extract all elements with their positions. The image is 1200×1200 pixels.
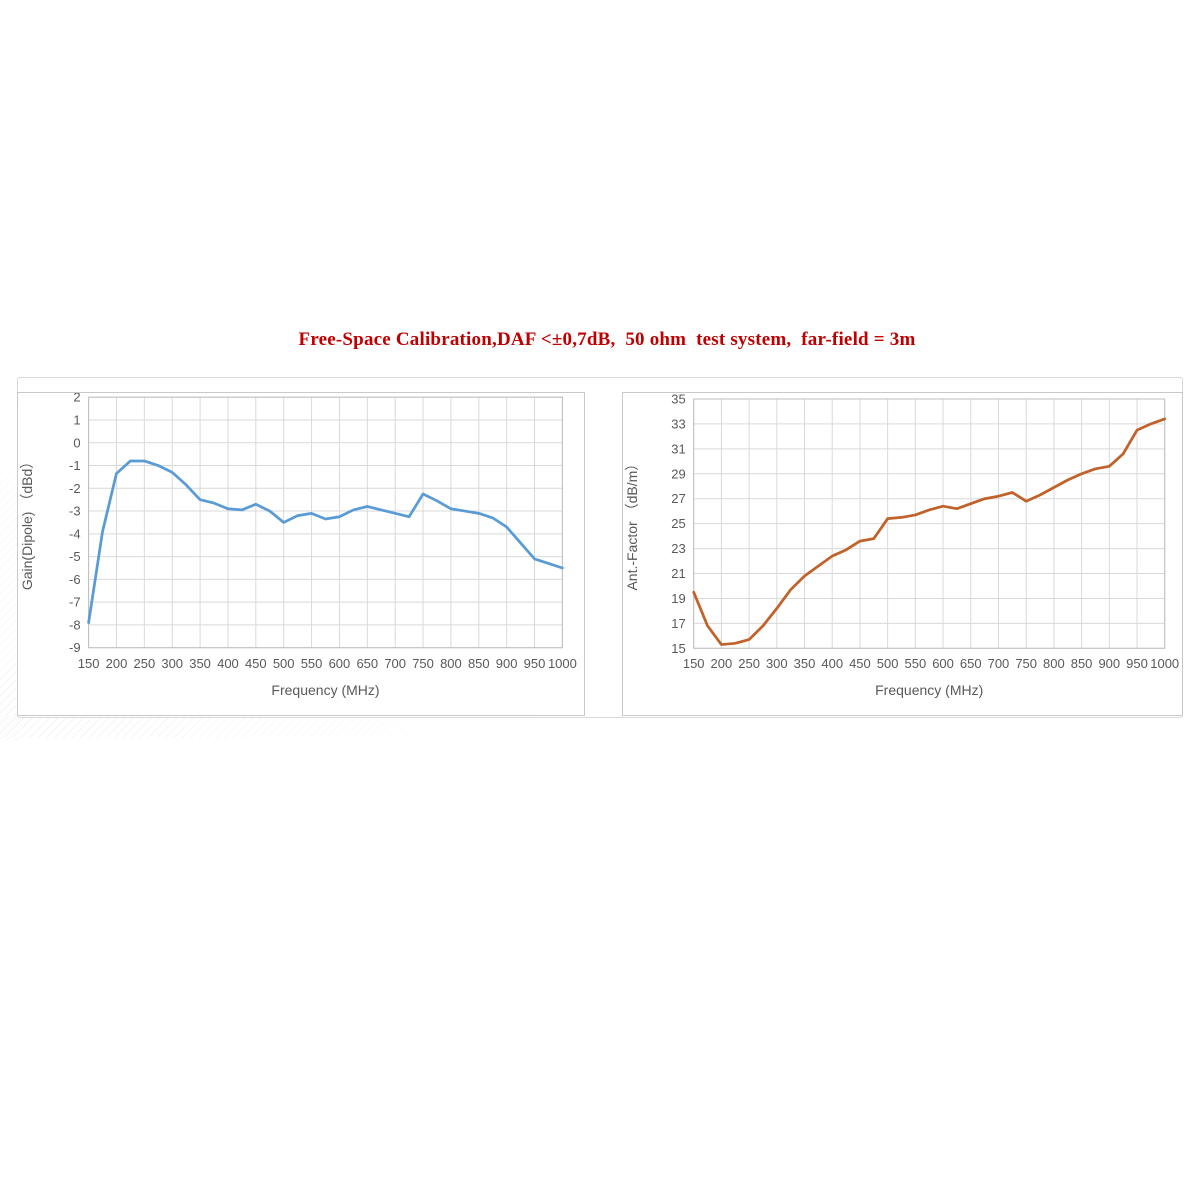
svg-text:400: 400 [217, 656, 239, 671]
svg-text:400: 400 [821, 656, 843, 671]
svg-text:21: 21 [671, 566, 685, 581]
svg-text:Gain(Dipole) （dBd）: Gain(Dipole) （dBd） [19, 455, 35, 590]
svg-text:900: 900 [1098, 656, 1120, 671]
svg-text:31: 31 [671, 441, 685, 456]
svg-text:750: 750 [1015, 656, 1037, 671]
svg-text:600: 600 [329, 656, 351, 671]
svg-text:700: 700 [988, 656, 1010, 671]
svg-text:25: 25 [671, 516, 685, 531]
svg-text:200: 200 [106, 656, 128, 671]
svg-text:19: 19 [671, 591, 685, 606]
svg-text:450: 450 [245, 656, 267, 671]
svg-text:200: 200 [711, 656, 733, 671]
svg-text:850: 850 [1071, 656, 1093, 671]
svg-text:-4: -4 [69, 526, 81, 541]
svg-text:29: 29 [671, 466, 685, 481]
svg-text:1000: 1000 [1150, 656, 1179, 671]
svg-text:950: 950 [1126, 656, 1148, 671]
svg-text:500: 500 [877, 656, 899, 671]
svg-text:-8: -8 [69, 617, 81, 632]
svg-text:Frequency (MHz): Frequency (MHz) [271, 682, 379, 698]
svg-text:Ant.-Factor （dB/m）: Ant.-Factor （dB/m） [624, 457, 640, 591]
svg-text:750: 750 [412, 656, 434, 671]
svg-text:600: 600 [932, 656, 954, 671]
svg-text:800: 800 [1043, 656, 1065, 671]
svg-text:150: 150 [78, 656, 100, 671]
svg-text:-6: -6 [69, 572, 81, 587]
svg-text:950: 950 [524, 656, 546, 671]
svg-text:2: 2 [73, 393, 80, 405]
svg-text:350: 350 [794, 656, 816, 671]
svg-text:300: 300 [766, 656, 788, 671]
svg-text:-9: -9 [69, 640, 81, 655]
svg-text:1000: 1000 [548, 656, 577, 671]
svg-text:-7: -7 [69, 595, 81, 610]
svg-text:250: 250 [133, 656, 155, 671]
svg-text:800: 800 [440, 656, 462, 671]
svg-text:33: 33 [671, 416, 685, 431]
svg-text:-3: -3 [69, 504, 81, 519]
svg-text:1: 1 [73, 412, 80, 427]
svg-text:850: 850 [468, 656, 490, 671]
svg-text:0: 0 [73, 435, 80, 450]
svg-text:650: 650 [960, 656, 982, 671]
svg-text:350: 350 [189, 656, 211, 671]
svg-text:35: 35 [671, 393, 685, 407]
svg-text:17: 17 [671, 616, 685, 631]
svg-text:27: 27 [671, 491, 685, 506]
svg-text:900: 900 [496, 656, 518, 671]
svg-text:700: 700 [384, 656, 406, 671]
svg-text:-1: -1 [69, 458, 81, 473]
svg-text:650: 650 [356, 656, 378, 671]
svg-text:Frequency (MHz): Frequency (MHz) [875, 682, 983, 698]
svg-text:-5: -5 [69, 549, 81, 564]
svg-text:-2: -2 [69, 481, 81, 496]
svg-text:550: 550 [301, 656, 323, 671]
svg-text:500: 500 [273, 656, 295, 671]
svg-text:450: 450 [849, 656, 871, 671]
svg-text:250: 250 [738, 656, 760, 671]
svg-text:150: 150 [683, 656, 705, 671]
svg-text:15: 15 [671, 641, 685, 656]
svg-text:300: 300 [161, 656, 183, 671]
svg-text:23: 23 [671, 541, 685, 556]
svg-text:550: 550 [904, 656, 926, 671]
